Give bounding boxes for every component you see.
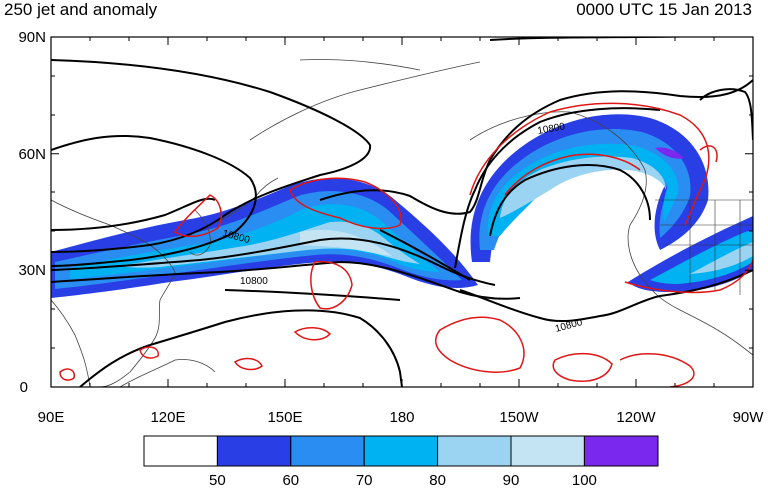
anomaly-contour-11 [233,357,263,371]
right-minor-ticks [749,75,753,349]
left-minor-ticks [51,75,55,349]
indochina-coastline [51,299,91,387]
height-contour-6 [319,79,753,215]
lon-label-90w: 90W [733,409,765,426]
colorbar-swatch-90-100 [510,435,585,467]
lon-label-120w: 120W [616,409,656,426]
lon-label-150w: 150W [499,409,539,426]
height-contour-8 [489,164,651,237]
top-major-ticks [50,37,754,45]
colorbar-label-60: 60 [282,472,299,488]
jet-speed-shading [51,114,753,298]
colorbar-swatch-70-80 [363,435,439,467]
height-contour-12 [459,269,753,323]
jet-90-knot-shading [300,229,392,256]
anomaly-contour-8 [552,352,613,382]
map-area: 10800 10800 10800 10800 [51,37,753,387]
colorbar-label-90: 90 [503,472,520,488]
colorbar-label-70: 70 [356,472,373,488]
longitude-labels: 90E 120E 150E 180 150W 120W 90W [38,409,765,426]
colorbar-swatch-above-100 [583,435,659,467]
lon-label-150e: 150E [267,409,302,426]
height-contour-7 [454,107,661,269]
lat-label-0: 0 [20,379,28,396]
anomaly-contour-3 [310,260,353,310]
contour-label-3: 10800 [537,121,567,137]
lat-label-60n: 60N [18,146,46,163]
colorbar-swatch-50-60 [216,435,292,467]
height-contour-11 [79,309,403,387]
colorbar-label-80: 80 [429,472,446,488]
colorbar-swatches [143,435,659,467]
anomaly-contour-4 [469,102,710,226]
lon-label-90e: 90E [38,409,65,426]
anomaly-contour-5 [504,153,641,196]
arctic-coastline [299,59,421,71]
colorbar-label-50: 50 [209,472,226,488]
jet-100-knot-shading [655,147,684,159]
latitude-labels: 90N 60N 30N 0 [18,29,46,396]
anomaly-contour-9 [59,368,76,381]
height-contour-10 [699,88,753,141]
us-borders [655,199,753,295]
jet-70-knot-shading-ridge [487,143,679,236]
jet-80-knot-shading-ridge [500,156,666,218]
height-contour-13 [379,229,471,281]
lon-label-120e: 120E [150,409,185,426]
anomaly-contour-2 [173,194,222,238]
colorbar-swatch-60-70 [290,435,365,467]
jet-70-knot-shading-us [650,230,753,284]
korea-coastline [189,209,211,256]
anomaly-contour-13 [619,353,695,387]
anomaly-contours [59,102,753,387]
colorbar: 50 60 70 80 90 100 [143,435,659,488]
colorbar-swatch-80-90 [437,435,512,467]
left-major-ticks [51,36,59,388]
jet-80-knot-shading-us [690,242,753,274]
contour-label-2: 10800 [240,276,268,287]
valid-time: 0000 UTC 15 Jan 2013 [576,0,752,19]
height-contour-3 [51,197,216,231]
height-contour-14 [224,289,401,301]
height-contour-4 [51,237,496,286]
axis-ticks [50,36,754,388]
colorbar-swatch-below-50 [143,435,218,467]
height-contour-2 [51,134,257,267]
lat-label-30n: 30N [18,262,46,279]
height-contours [51,37,753,387]
anomaly-contour-1 [289,177,402,230]
right-major-ticks [745,36,753,388]
anomaly-contour-14 [699,145,718,163]
lon-label-180: 180 [389,409,414,426]
anomaly-contour-12 [139,346,159,359]
chart-title: 250 jet and anomaly [4,0,158,19]
siberia-coastline [249,61,481,141]
asia-coastline [51,199,176,387]
bottom-major-ticks [50,379,754,387]
us-state-lines [660,200,753,295]
height-contour-1 [51,59,372,253]
anomaly-contour-10 [293,327,332,341]
bottom-minor-ticks [89,383,715,387]
philippines-coastline [119,359,216,387]
lat-label-90n: 90N [18,29,46,46]
height-contour-5 [51,260,521,300]
colorbar-label-100: 100 [572,472,597,488]
north-america-coastline [469,111,753,356]
top-minor-ticks [89,37,715,41]
anomaly-contour-7 [434,316,525,373]
